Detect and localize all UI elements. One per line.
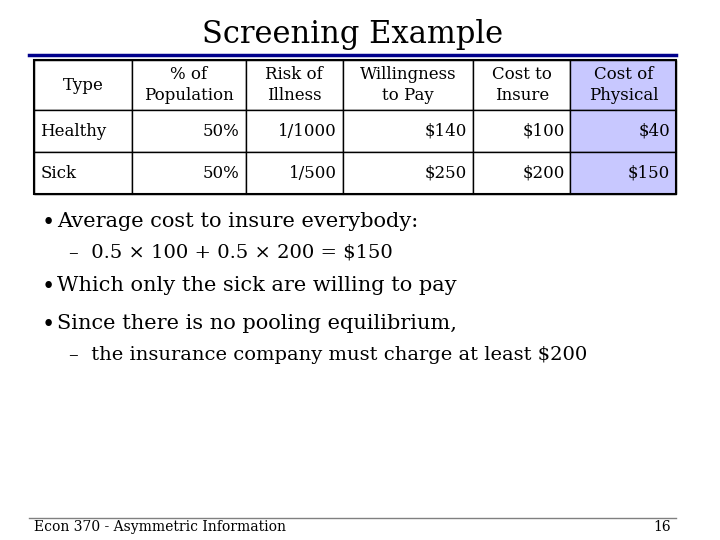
Bar [132, 110, 246, 152]
Text: •: • [41, 276, 55, 298]
Text: Willingness
to Pay: Willingness to Pay [360, 66, 456, 104]
Text: Sick: Sick [40, 165, 76, 181]
Text: 50%: 50% [203, 165, 240, 181]
Text: Since there is no pooling equilibrium,: Since there is no pooling equilibrium, [57, 314, 456, 333]
Bar [343, 110, 473, 152]
Text: $140: $140 [425, 123, 467, 139]
Bar [246, 60, 343, 110]
Bar [246, 152, 343, 194]
Text: $100: $100 [522, 123, 564, 139]
Bar [35, 60, 132, 110]
Bar [343, 152, 473, 194]
Text: % of
Population: % of Population [144, 66, 233, 104]
Text: Econ 370 - Asymmetric Information: Econ 370 - Asymmetric Information [35, 520, 287, 534]
Bar [132, 152, 246, 194]
Text: 1/500: 1/500 [289, 165, 337, 181]
Bar [570, 152, 676, 194]
Text: Which only the sick are willing to pay: Which only the sick are willing to pay [57, 276, 456, 295]
Text: Risk of
Illness: Risk of Illness [266, 66, 323, 104]
Bar [35, 60, 676, 194]
Text: •: • [41, 212, 55, 234]
Text: –  the insurance company must charge at least $200: – the insurance company must charge at l… [68, 346, 587, 364]
Bar [570, 110, 676, 152]
Text: Cost to
Insure: Cost to Insure [492, 66, 552, 104]
Bar [473, 60, 570, 110]
Text: •: • [41, 314, 55, 336]
Bar [473, 152, 570, 194]
Bar [343, 60, 473, 110]
Text: 50%: 50% [203, 123, 240, 139]
Text: 16: 16 [654, 520, 671, 534]
Bar [473, 110, 570, 152]
Text: $200: $200 [522, 165, 564, 181]
Text: Type: Type [63, 77, 104, 93]
Text: $250: $250 [425, 165, 467, 181]
Text: $150: $150 [628, 165, 670, 181]
Bar [570, 60, 676, 110]
Text: Cost of
Physical: Cost of Physical [588, 66, 658, 104]
Bar [246, 110, 343, 152]
Bar [35, 152, 132, 194]
Text: –  0.5 × 100 + 0.5 × 200 = $150: – 0.5 × 100 + 0.5 × 200 = $150 [68, 244, 392, 262]
Bar [132, 60, 246, 110]
Text: 1/1000: 1/1000 [279, 123, 337, 139]
Bar [35, 110, 132, 152]
Text: $40: $40 [639, 123, 670, 139]
Text: Healthy: Healthy [40, 123, 107, 139]
Text: Screening Example: Screening Example [202, 19, 503, 51]
Text: Average cost to insure everybody:: Average cost to insure everybody: [57, 212, 418, 231]
